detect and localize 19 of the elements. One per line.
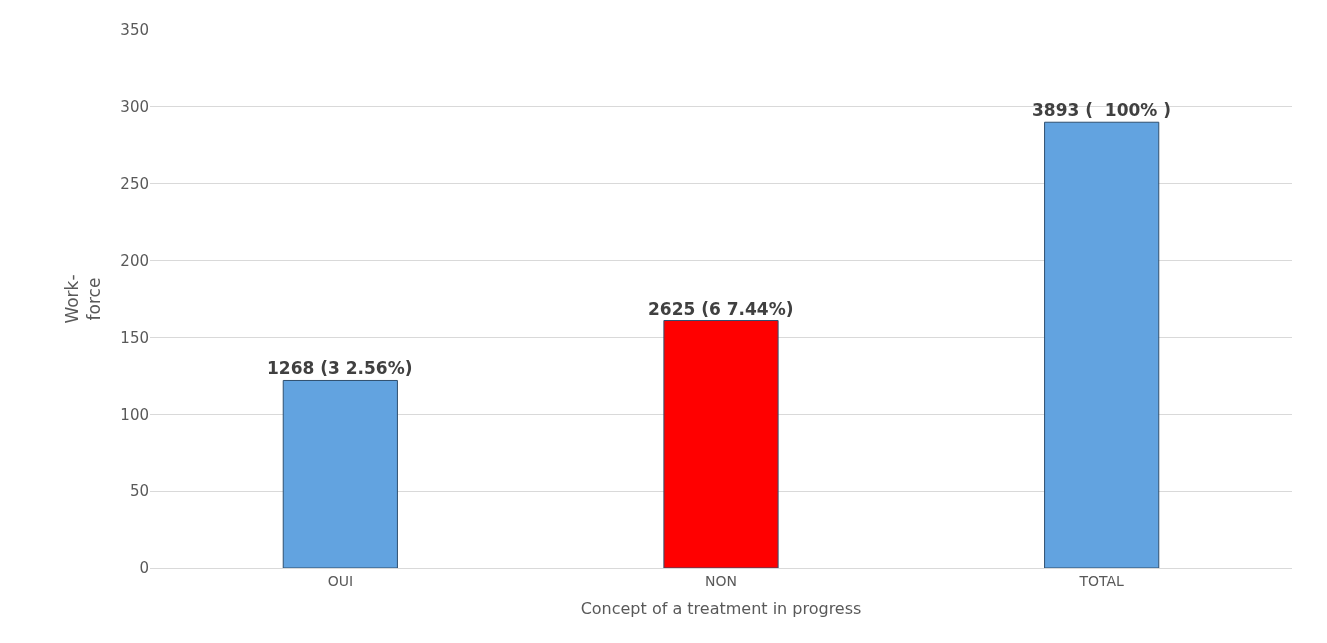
annotation: 3893 ( 100% )	[1032, 100, 1172, 120]
bar	[1044, 121, 1160, 568]
y-axis-title: Work- force	[61, 274, 104, 324]
annotation: 2625 (6 7.44%)	[648, 299, 794, 319]
x-tick-label: NON	[705, 572, 737, 589]
annotation: 1268 (3 2.56%)	[267, 358, 413, 378]
x-tick-label: TOTAL	[1078, 572, 1125, 589]
x-axis-title: Concept of a treatment in progress	[580, 599, 862, 619]
y-tick-label: 250	[120, 174, 149, 193]
y-tick-label: 50	[129, 482, 149, 501]
bar	[282, 379, 398, 568]
y-tick-label: 0	[139, 559, 149, 578]
y-tick-label: 150	[120, 328, 149, 347]
y-tick-label: 350	[120, 21, 149, 40]
y-tick-label: 200	[120, 251, 149, 270]
y-tick-label: 300	[120, 98, 149, 117]
y-tick-label: 100	[120, 405, 149, 424]
bar	[663, 320, 779, 568]
x-tick-label: OUI	[327, 572, 354, 589]
